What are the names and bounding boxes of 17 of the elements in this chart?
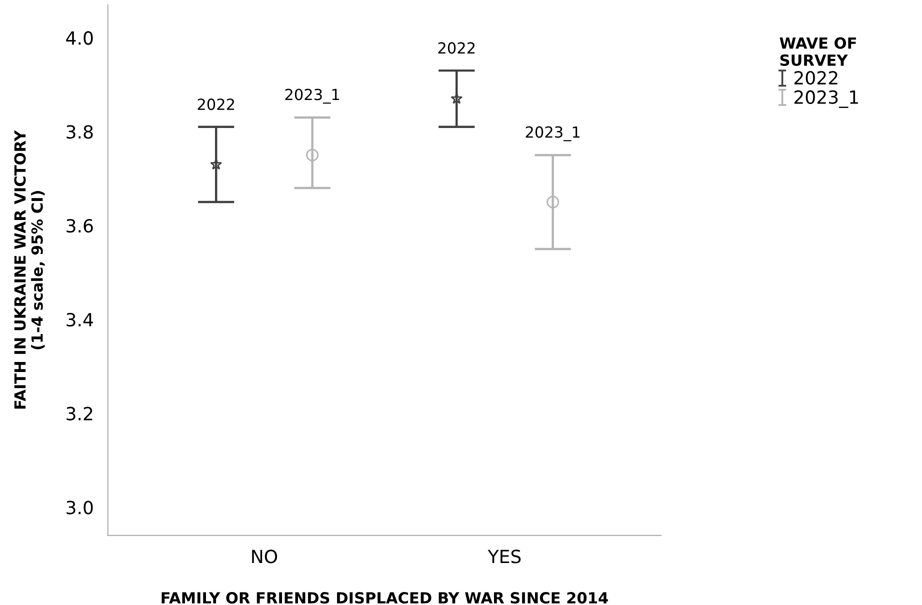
- y-tick-label: 3.8: [66, 125, 93, 139]
- y-tick-label: 4.0: [66, 31, 93, 45]
- y-tick-label: 3.2: [66, 406, 92, 420]
- y-axis-title: FAITH IN UKRAINE WAR VICTORY (1-4 scale, 95% CI): [14, 130, 45, 409]
- legend-label: 2022: [794, 71, 838, 85]
- text: 2022: [198, 98, 234, 110]
- legend-label: 2023_1: [794, 90, 858, 108]
- x-tick-label: YES: [488, 550, 521, 564]
- x-tick-label: NO: [252, 550, 278, 564]
- legend-title: WAVE OF SURVEY: [780, 37, 856, 66]
- text: 2022: [438, 42, 475, 54]
- y-tick-label: 3.6: [66, 218, 93, 233]
- text: 2023_1: [285, 88, 340, 104]
- x-axis-title: FAMILY OR FRIENDS DISPLACED BY WAR SINCE 2014: [162, 592, 608, 604]
- y-tick-label: 3.0: [66, 500, 93, 514]
- y-tick-label: 3.4: [66, 312, 93, 327]
- text: 2023_1: [526, 126, 580, 142]
